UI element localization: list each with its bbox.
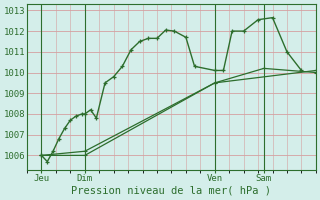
X-axis label: Pression niveau de la mer( hPa ): Pression niveau de la mer( hPa ) (71, 186, 271, 196)
